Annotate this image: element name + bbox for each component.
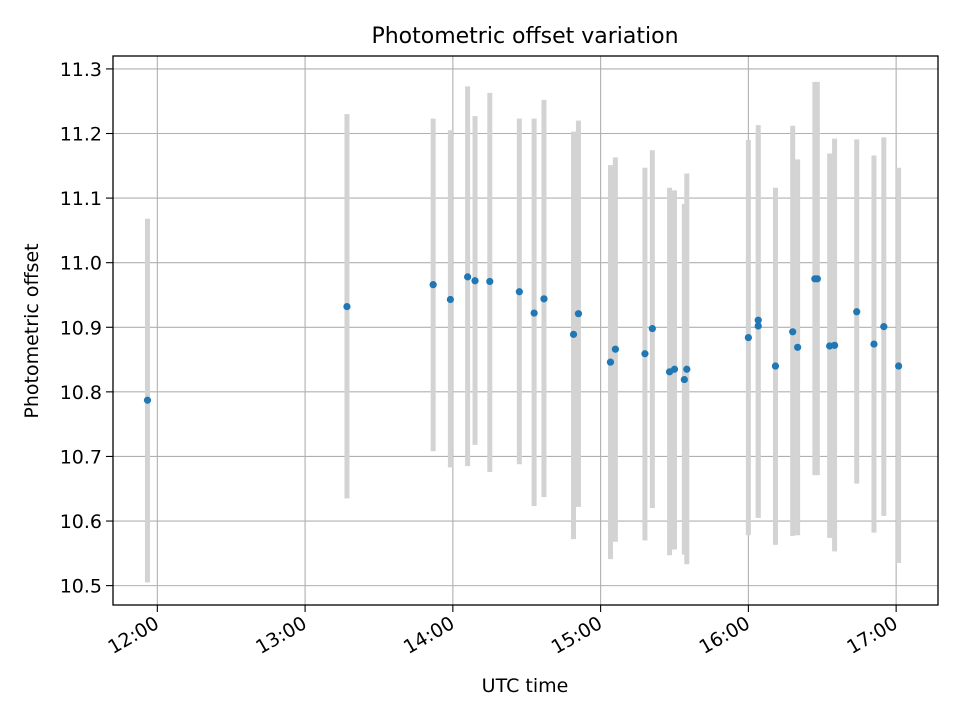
- x-axis-label: UTC time: [482, 675, 569, 697]
- data-point: [794, 343, 802, 351]
- data-point: [754, 322, 762, 330]
- data-point: [574, 310, 583, 318]
- data-point: [744, 334, 752, 342]
- y-axis-label: Photometric offset: [21, 243, 43, 418]
- y-tick-label: 10.7: [60, 446, 102, 468]
- data-point: [683, 365, 691, 373]
- y-tick-label: 10.9: [60, 317, 102, 339]
- chart-title: Photometric offset variation: [371, 24, 678, 49]
- y-tick-label: 11.2: [60, 124, 102, 146]
- y-tick-label: 11.1: [60, 188, 102, 210]
- error-bars: [144, 81, 902, 583]
- x-axis-ticks: 12:00 13:00 14:00 15:00 16:00 17:00: [104, 605, 902, 659]
- data-point: [870, 340, 878, 348]
- y-axis-ticks: 10.5 10.6 10.7 10.8 10.9 11.0 11.1 11.2 11.3: [60, 59, 113, 598]
- x-tick-label: 12:00: [104, 612, 162, 658]
- y-tick-label: 10.5: [60, 576, 102, 598]
- data-point: [680, 375, 688, 384]
- data-point: [789, 328, 797, 336]
- y-tick-label: 11.3: [60, 59, 102, 81]
- data-point: [641, 350, 649, 358]
- data-point: [648, 324, 656, 333]
- y-tick-label: 11.0: [60, 253, 102, 275]
- x-tick-label: 17:00: [843, 612, 901, 658]
- x-tick-label: 16:00: [695, 612, 753, 658]
- data-point: [813, 275, 821, 283]
- x-tick-label: 15:00: [548, 612, 606, 658]
- data-point: [530, 309, 538, 317]
- data-point: [771, 362, 780, 370]
- data-point: [515, 288, 523, 296]
- data-point: [446, 295, 454, 304]
- data-point: [429, 281, 437, 289]
- x-tick-label: 13:00: [252, 612, 310, 658]
- data-point: [540, 295, 548, 303]
- data-point: [853, 308, 861, 316]
- data-point: [830, 341, 839, 349]
- data-point: [611, 345, 619, 353]
- data-point: [569, 330, 578, 338]
- x-tick-label: 14:00: [400, 612, 458, 658]
- data-point: [471, 277, 479, 285]
- data-points: [143, 273, 903, 404]
- data-point: [143, 396, 152, 404]
- data-point: [464, 273, 472, 281]
- data-point: [606, 358, 615, 366]
- y-tick-label: 10.6: [60, 511, 102, 533]
- y-tick-label: 10.8: [60, 382, 102, 404]
- data-point: [670, 365, 679, 373]
- data-point: [486, 277, 494, 286]
- data-point: [894, 362, 903, 370]
- data-point: [754, 316, 762, 324]
- plot-frame: [112, 55, 939, 606]
- data-point: [880, 323, 888, 331]
- data-point: [343, 303, 351, 311]
